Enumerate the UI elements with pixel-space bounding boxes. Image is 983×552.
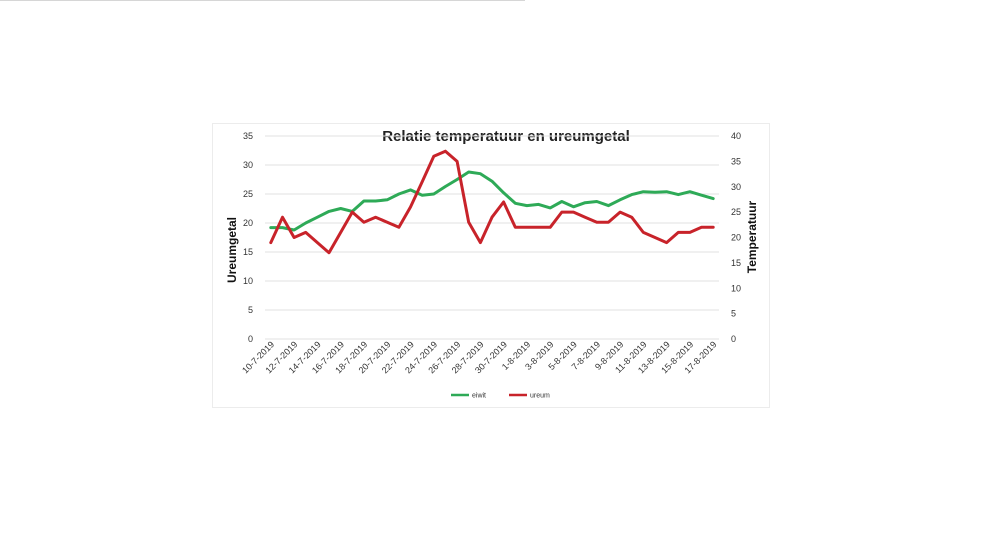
legend-label-ureum: ureum (530, 393, 550, 400)
chart-container: Relatie temperatuur en ureumgetal 35 30 25… (213, 124, 769, 407)
left-tick-label: 15 (243, 247, 253, 257)
right-tick-label: 20 (731, 233, 741, 243)
right-tick-label: 40 (731, 131, 741, 141)
right-tick-label: 25 (731, 207, 741, 217)
left-tick-label: 30 (243, 160, 253, 170)
left-tick-label: 35 (243, 131, 253, 141)
top-divider-line (0, 0, 525, 1)
series-line-ureum (269, 149, 715, 255)
line-chart: Relatie temperatuur en ureumgetal 353025… (225, 128, 759, 400)
x-axis-ticks: 10-7-201912-7-201914-7-201916-7-201918-7… (240, 339, 718, 375)
legend: eiwit ureum (451, 393, 550, 400)
right-tick-label: 15 (731, 258, 741, 268)
right-axis-ticks: 40 35 30 25 20 15 10 5 0 (731, 131, 741, 344)
left-tick-label: 10 (243, 276, 253, 286)
right-tick-label: 10 (731, 283, 741, 293)
right-tick-label: 0 (731, 334, 736, 344)
series-line-eiwit (269, 170, 715, 232)
legend-label-eiwit: eiwit (472, 393, 486, 400)
right-tick-label: 5 (731, 309, 736, 319)
left-tick-label: 5 (248, 305, 253, 315)
right-axis-label: Temperatuur (745, 200, 759, 273)
gridlines (265, 135, 719, 340)
left-tick-label: 0 (248, 334, 253, 344)
left-axis-label: Ureumgetal (225, 217, 239, 283)
left-axis-ticks: 35 30 25 20 15 10 5 0 (243, 131, 253, 344)
right-tick-label: 35 (731, 156, 741, 166)
right-tick-label: 30 (731, 182, 741, 192)
left-tick-label: 20 (243, 218, 253, 228)
left-tick-label: 25 (243, 189, 253, 199)
series-lines (269, 149, 715, 255)
